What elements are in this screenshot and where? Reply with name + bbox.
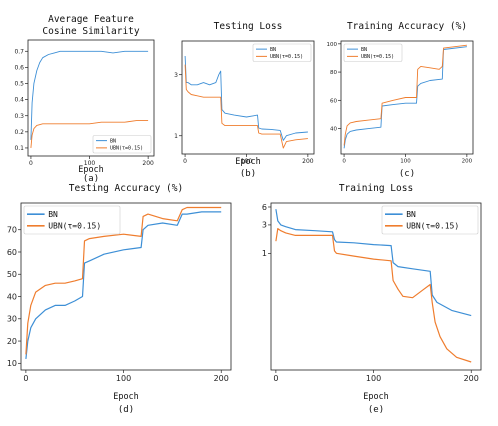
y-tick-label: 100	[327, 42, 338, 48]
y-tick-label: 70	[7, 226, 17, 235]
x-tick-label: 0	[23, 374, 28, 383]
legend-box	[92, 135, 152, 154]
legend: BN UBN(τ=0.15)	[381, 205, 479, 235]
plot-frame-b	[181, 40, 315, 155]
x-tick-label: 100	[400, 159, 411, 165]
y-tick-label: 0.2	[14, 129, 24, 136]
chart-title-e: Training Loss	[339, 183, 413, 194]
chart-panel-d: Testing Accuracy (%) 0 100 200 10 20 30 40 50 60 7…	[7, 183, 232, 415]
legend-label: UBN(τ=0.15)	[110, 146, 143, 152]
x-tick-label: 200	[302, 158, 314, 165]
chart-title-b: Testing Loss	[214, 21, 283, 32]
x-tick-label: 200	[214, 374, 229, 383]
series-line-ubn	[343, 44, 467, 146]
legend-box	[252, 43, 312, 62]
panel-caption: (d)	[118, 405, 134, 415]
chart-title-c: Training Accuracy (%)	[347, 21, 467, 32]
chart-title-a: Average Feature	[48, 14, 134, 25]
x-tick-label: 0	[342, 159, 346, 165]
legend: BN UBN(τ=0.15)	[23, 205, 121, 235]
panel-caption: (b)	[240, 169, 256, 179]
chart-title-a: Cosine Similarity	[42, 26, 140, 37]
y-tick-label: 60	[7, 248, 17, 257]
x-tick-label: 100	[366, 374, 381, 383]
y-tick-label: 0.4	[14, 97, 24, 104]
plot-frame-d	[20, 202, 232, 371]
x-axis-label: Epoch	[113, 392, 139, 402]
panel-caption: (c)	[399, 169, 415, 179]
y-tick-label: 60	[330, 98, 337, 104]
legend-label: UBN(τ=0.15)	[361, 54, 394, 60]
plot-frame-e	[270, 202, 482, 371]
x-tick-label: 0	[183, 158, 187, 165]
panel-caption: (a)	[83, 174, 99, 184]
y-tick-label: 0.5	[14, 81, 24, 88]
series-line-bn	[184, 55, 308, 141]
chart-panel-e: Training Loss 0 100 200 1 3 6 BN UBN(τ=0.15) Epoc…	[262, 183, 482, 415]
y-tick-label: 20	[7, 337, 17, 346]
series-line-ubn	[275, 228, 472, 363]
chart-panel-c: Training Accuracy (%) 0 100 200 40 60 80 100 BNU…	[327, 21, 474, 179]
x-axis-label: Epoch	[235, 157, 261, 167]
series-line-bn	[25, 211, 222, 359]
y-tick-label: 1	[174, 133, 178, 140]
y-tick-label: 40	[330, 127, 337, 133]
legend-box	[381, 205, 479, 235]
legend-label: BN	[270, 47, 276, 53]
y-tick-label: 3	[262, 221, 267, 230]
y-tick-label: 0.6	[14, 64, 24, 71]
y-tick-label: 0.3	[14, 113, 24, 120]
legend-label: UBN(τ=0.15)	[270, 54, 303, 60]
x-tick-label: 0	[273, 374, 278, 383]
series-line-ubn	[30, 120, 149, 148]
x-tick-label: 200	[464, 374, 479, 383]
legend-label: UBN(τ=0.15)	[406, 222, 459, 231]
legend-label: UBN(τ=0.15)	[48, 222, 101, 231]
y-tick-label: 10	[7, 359, 17, 368]
legend-label: BN	[48, 210, 58, 219]
legend-label: BN	[361, 47, 367, 53]
legend-box	[343, 43, 403, 62]
x-tick-label: 200	[462, 159, 473, 165]
legend: BN UBN(τ=0.15)	[92, 135, 152, 154]
x-tick-label: 100	[84, 160, 96, 167]
series-line-bn	[30, 50, 149, 140]
chart-title-d: Testing Accuracy (%)	[69, 183, 183, 194]
y-tick-label: 0.7	[14, 48, 24, 55]
y-tick-label: 80	[330, 70, 337, 76]
legend-label: BN	[406, 210, 416, 219]
panel-caption: (e)	[368, 405, 384, 415]
x-tick-label: 200	[142, 160, 154, 167]
series-line-ubn	[184, 64, 308, 149]
y-tick-label: 3	[174, 72, 178, 79]
y-tick-label: 6	[262, 203, 267, 212]
x-tick-label: 100	[241, 158, 253, 165]
x-axis-label: Epoch	[363, 392, 389, 402]
x-axis-label: Epoch	[78, 165, 104, 175]
series-line-bn	[275, 209, 472, 317]
x-tick-label: 0	[29, 160, 33, 167]
y-tick-label: 50	[7, 270, 17, 279]
plot-frame-a	[27, 39, 155, 157]
legend-label: BN	[110, 138, 116, 144]
legend-box	[23, 205, 121, 235]
y-tick-label: 40	[7, 292, 17, 301]
series-line-bn	[343, 46, 467, 149]
plot-frame-c	[340, 40, 474, 155]
y-tick-label: 1	[262, 249, 267, 258]
y-tick-label: 30	[7, 315, 17, 324]
series-line-ubn	[25, 206, 222, 355]
y-tick-label: 0.1	[14, 145, 24, 152]
x-tick-label: 100	[116, 374, 131, 383]
